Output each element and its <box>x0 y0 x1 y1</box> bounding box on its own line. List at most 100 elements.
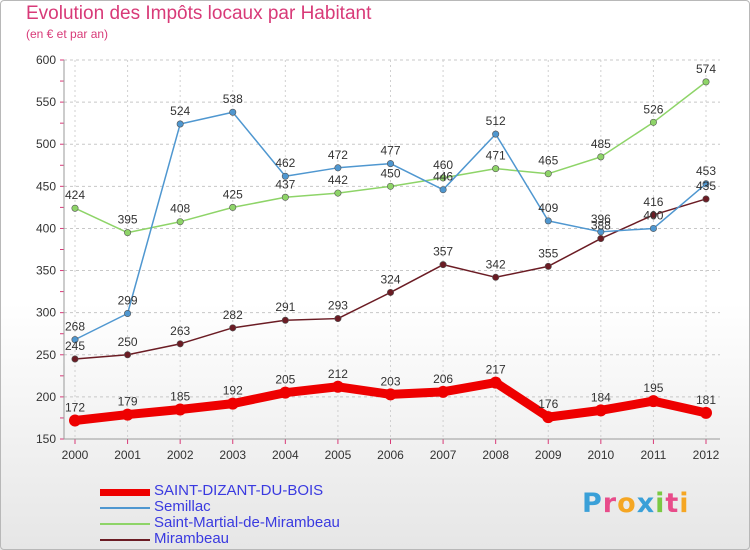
data-label: 250 <box>118 335 138 349</box>
data-label: 181 <box>696 393 716 407</box>
data-label: 179 <box>118 395 138 409</box>
data-label: 357 <box>433 245 453 259</box>
legend-swatch <box>100 539 150 541</box>
data-label: 291 <box>275 300 295 314</box>
data-point <box>121 408 134 421</box>
data-point <box>281 316 289 324</box>
data-point <box>229 108 237 116</box>
data-point <box>702 180 710 188</box>
x-tick-label: 2007 <box>430 448 457 462</box>
data-point <box>124 351 132 359</box>
data-label: 195 <box>643 381 663 395</box>
data-label: 217 <box>486 363 506 377</box>
data-label: 342 <box>486 257 506 271</box>
data-point <box>71 336 79 344</box>
data-point <box>71 204 79 212</box>
data-point <box>700 406 712 419</box>
x-tick-label: 2006 <box>377 448 404 462</box>
data-point <box>544 262 552 270</box>
data-label: 524 <box>170 104 190 118</box>
data-point <box>702 195 710 203</box>
data-label: 293 <box>328 299 348 313</box>
data-label: 176 <box>538 397 558 411</box>
logo-letter: t <box>665 488 680 519</box>
y-tick-label: 550 <box>36 95 56 109</box>
data-point <box>649 224 657 232</box>
data-label: 203 <box>380 374 400 388</box>
chart-subtitle: (en € et par an) <box>26 27 109 41</box>
data-label: 574 <box>696 62 716 76</box>
legend-label: SAINT-DIZANT-DU-BOIS <box>154 482 324 499</box>
data-point <box>544 217 552 225</box>
data-point <box>124 310 132 318</box>
data-point <box>492 130 500 138</box>
logo-letter: r <box>602 488 618 519</box>
data-label: 409 <box>538 201 558 215</box>
data-point <box>174 403 187 416</box>
data-point <box>384 388 397 401</box>
data-point <box>597 235 605 243</box>
data-point <box>597 153 605 161</box>
data-point <box>489 376 502 389</box>
data-label: 206 <box>433 372 453 386</box>
y-tick-label: 250 <box>36 348 56 362</box>
data-label: 388 <box>591 219 611 233</box>
data-label: 396 <box>591 212 611 226</box>
data-point <box>649 118 657 126</box>
data-label: 538 <box>223 92 243 106</box>
data-point <box>437 385 450 398</box>
data-label: 453 <box>696 164 716 178</box>
data-label: 299 <box>118 294 138 308</box>
data-point <box>492 165 500 173</box>
x-tick-label: 2004 <box>272 448 299 462</box>
data-label: 462 <box>275 156 295 170</box>
data-label: 477 <box>380 144 400 158</box>
x-tick-label: 2002 <box>167 448 194 462</box>
data-point <box>229 203 237 211</box>
x-tick-label: 2000 <box>62 448 89 462</box>
legend-label: Semillac <box>154 498 211 515</box>
data-label: 268 <box>65 320 85 334</box>
data-point <box>279 386 292 399</box>
data-point <box>176 218 184 226</box>
data-point <box>176 120 184 128</box>
x-tick-label: 2003 <box>219 448 246 462</box>
data-label: 526 <box>643 102 663 116</box>
y-tick-label: 600 <box>36 53 56 67</box>
data-point <box>176 340 184 348</box>
y-tick-label: 200 <box>36 390 56 404</box>
data-point <box>334 164 342 172</box>
data-point <box>439 186 447 194</box>
data-point <box>597 228 605 236</box>
logo-letter: x <box>636 488 656 519</box>
data-label: 435 <box>696 179 716 193</box>
data-label: 442 <box>328 173 348 187</box>
y-tick-label: 300 <box>36 306 56 320</box>
data-label: 472 <box>328 148 348 162</box>
data-point <box>492 273 500 281</box>
chart-title: Evolution des Impôts locaux par Habitant <box>26 3 372 24</box>
y-tick-label: 450 <box>36 179 56 193</box>
data-label: 185 <box>170 390 190 404</box>
data-label: 408 <box>170 202 190 216</box>
logo-letter: i <box>655 488 666 519</box>
data-label: 324 <box>380 272 400 286</box>
x-tick-label: 2011 <box>641 448 667 462</box>
data-label: 282 <box>223 308 243 322</box>
x-tick-label: 2009 <box>535 448 562 462</box>
legend-swatch <box>100 489 150 496</box>
y-tick-label: 350 <box>36 264 56 278</box>
legend-label: Saint-Martial-de-Mirambeau <box>154 514 340 531</box>
data-label: 465 <box>538 154 558 168</box>
data-label: 263 <box>170 324 190 338</box>
data-label: 425 <box>223 187 243 201</box>
data-point <box>226 397 239 410</box>
data-point <box>69 414 81 427</box>
data-point <box>594 404 607 417</box>
y-tick-label: 150 <box>36 432 56 446</box>
data-point <box>331 380 344 393</box>
data-point <box>386 160 394 168</box>
x-tick-label: 2010 <box>587 448 614 462</box>
data-label: 205 <box>275 373 295 387</box>
x-tick-label: 2001 <box>114 448 141 462</box>
